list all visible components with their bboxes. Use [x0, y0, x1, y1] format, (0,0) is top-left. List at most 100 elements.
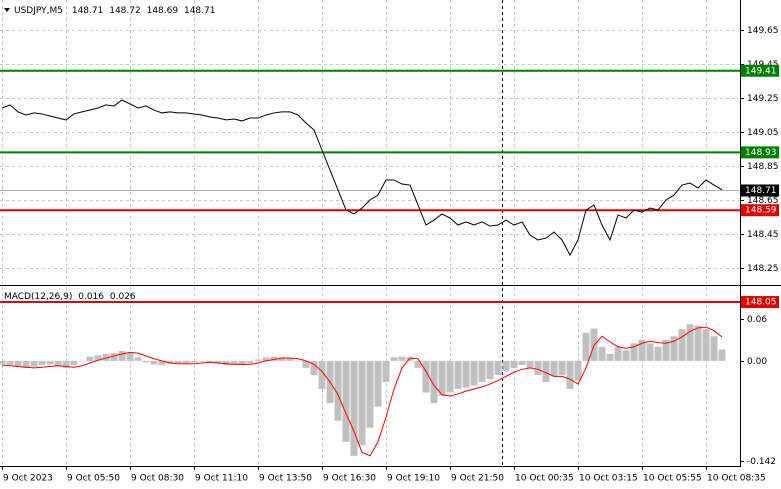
histogram-bar — [406, 357, 414, 361]
histogram-bar — [438, 360, 446, 397]
histogram-bar — [366, 360, 374, 428]
level-label-box — [741, 296, 779, 309]
x-tick-label: 9 Oct 11:10 — [195, 474, 248, 484]
histogram-bar — [462, 360, 470, 388]
level-label: 148.59 — [745, 206, 777, 216]
x-tick-label: 9 Oct 19:10 — [387, 474, 440, 484]
histogram-bar — [222, 360, 230, 366]
histogram-bar — [238, 360, 246, 366]
histogram-bar — [558, 360, 566, 375]
histogram-bar — [182, 360, 190, 363]
histogram-bar — [390, 357, 398, 361]
x-tick-label: 9 Oct 16:30 — [323, 474, 376, 484]
histogram-bar — [622, 350, 630, 361]
histogram-bar — [542, 360, 550, 382]
histogram-bar — [38, 360, 46, 366]
ohlc-open: 148.71 — [72, 6, 104, 16]
y-tick-label: 149.05 — [747, 128, 779, 138]
ohlc-high: 148.72 — [109, 6, 141, 16]
x-tick-label: 9 Oct 21:50 — [451, 474, 504, 484]
histogram-bar — [334, 360, 342, 421]
level-label: 149.41 — [745, 66, 777, 76]
level-label-box — [741, 146, 779, 159]
histogram-bar — [478, 360, 486, 382]
x-tick-label: 10 Oct 08:35 — [707, 474, 766, 484]
histogram-bar — [134, 357, 142, 361]
signal-line — [1, 326, 723, 457]
histogram-bar — [22, 360, 30, 368]
level-label: 148.05 — [745, 298, 777, 308]
x-tick-label: 9 Oct 05:50 — [67, 474, 120, 484]
histogram-bar — [446, 360, 454, 393]
ohlc-low: 148.69 — [147, 6, 179, 16]
y-tick-label: 148.85 — [747, 162, 779, 172]
histogram-bar — [110, 353, 118, 361]
level-label-box — [741, 64, 779, 77]
x-tick-label: 9 Oct 2023 — [3, 474, 53, 484]
histogram-bar — [174, 360, 182, 363]
histogram-bar — [662, 339, 670, 361]
histogram-bar — [246, 360, 254, 363]
histogram-bar — [102, 353, 110, 361]
histogram-bar — [78, 360, 86, 362]
histogram-bar — [254, 359, 262, 361]
histogram-bar — [214, 360, 222, 364]
histogram-bar — [678, 329, 686, 361]
last-price-box — [741, 184, 779, 197]
macd-title: MACD(12,26,9) — [4, 292, 72, 302]
histogram-bar — [350, 360, 358, 456]
ohlc-close: 148.71 — [184, 6, 216, 16]
y-tick-label: 149.65 — [747, 26, 779, 36]
x-tick-label: 9 Oct 08:30 — [131, 474, 184, 484]
histogram-bar — [286, 358, 294, 361]
last-price-label: 148.71 — [745, 186, 777, 196]
y-tick-label: 148.45 — [747, 230, 779, 240]
histogram-bar — [574, 360, 582, 381]
macd-signal-readout: 0.026 — [110, 292, 136, 302]
histogram-bar — [270, 356, 278, 361]
histogram-bar — [510, 360, 518, 368]
histogram-bar — [566, 360, 574, 390]
histogram-bar — [686, 324, 694, 361]
histogram-bar — [598, 346, 606, 361]
x-tick-label: 9 Oct 13:50 — [259, 474, 312, 484]
histogram-bar — [422, 360, 430, 393]
histogram-bar — [86, 356, 94, 361]
chart-title: USDJPY,M5 — [14, 6, 63, 16]
histogram-bar — [30, 360, 38, 367]
y-tick-label: 148.65 — [747, 196, 779, 206]
histogram-bar — [294, 360, 302, 362]
y-tick-label: 149.25 — [747, 94, 779, 104]
histogram-bar — [46, 360, 54, 365]
chart-header: USDJPY,M5 148.71 148.72 148.69 148.71 — [14, 6, 215, 16]
x-tick-label: 10 Oct 00:35 — [515, 474, 574, 484]
level-label-box — [741, 204, 779, 217]
macd-main-readout: 0.016 — [78, 292, 104, 302]
histogram-bar — [166, 360, 174, 364]
histogram-bar — [486, 360, 494, 380]
macd-header: MACD(12,26,9) 0.016 0.026 — [4, 292, 136, 302]
histogram-bar — [142, 360, 150, 363]
histogram-bar — [54, 360, 62, 367]
y-tick-label: -0.142 — [747, 457, 776, 467]
histogram-bar — [710, 336, 718, 361]
histogram-bar — [430, 360, 438, 404]
histogram-bar — [414, 360, 422, 368]
histogram-bar — [398, 356, 406, 361]
histogram-bar — [494, 360, 502, 375]
histogram-bar — [454, 360, 462, 390]
histogram-bar — [150, 360, 158, 365]
histogram-bar — [342, 360, 350, 442]
histogram-bar — [606, 353, 614, 361]
histogram-bar — [382, 360, 390, 382]
histogram-bar — [230, 360, 238, 365]
histogram-bar — [638, 339, 646, 361]
histogram-bar — [6, 360, 14, 366]
histogram-bar — [118, 351, 126, 361]
histogram-bar — [198, 360, 206, 362]
histogram-bar — [14, 360, 22, 367]
histogram-bar — [62, 360, 70, 368]
histogram-bar — [262, 357, 270, 361]
